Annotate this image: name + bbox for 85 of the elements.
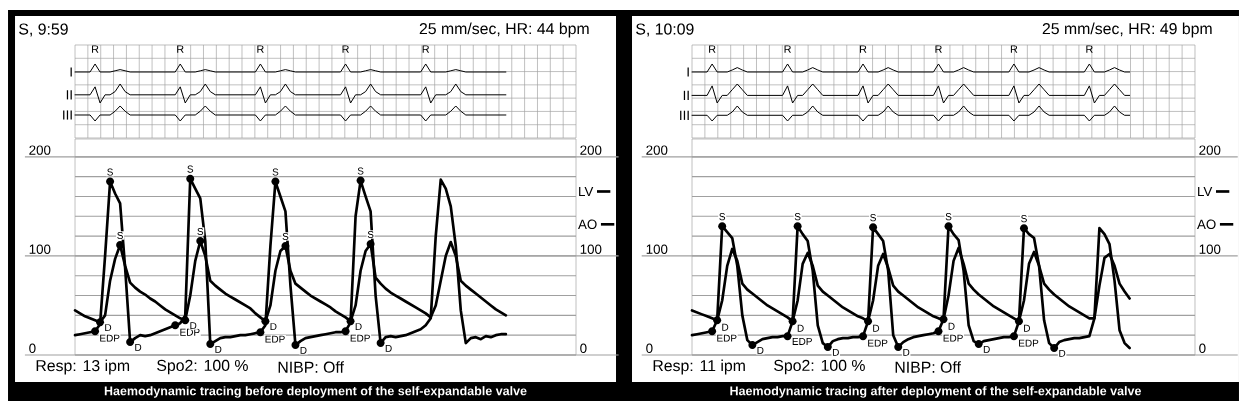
text: R xyxy=(1086,45,1093,53)
y2-tick-label: 100 xyxy=(580,244,602,254)
text: R xyxy=(257,45,264,53)
text: NIBP: Off xyxy=(278,361,344,373)
y-tick-label: 0 xyxy=(29,343,36,353)
text: Haemodynamic tracing before deployment of the self-expandable valve xyxy=(104,386,527,398)
data-label: D xyxy=(797,324,804,332)
text: Spo2: 100 % xyxy=(774,359,865,375)
data-label: D xyxy=(873,324,880,332)
data-label: S xyxy=(945,213,952,221)
y2-tick-label: 0 xyxy=(1199,343,1206,353)
data-label: D xyxy=(832,348,839,356)
data-label: D xyxy=(105,324,112,332)
text: Haemodynamic tracing after deployment of the self-expandable valve xyxy=(730,386,1142,398)
data-label: D xyxy=(270,323,277,331)
data-label: D xyxy=(903,348,910,356)
data-label: S xyxy=(117,231,123,240)
data-label: S xyxy=(187,165,194,173)
data-label: S xyxy=(794,213,801,221)
text: R xyxy=(92,45,99,53)
data-label: D xyxy=(983,345,990,353)
text: R xyxy=(422,45,430,53)
text: R xyxy=(177,45,184,53)
data-label: S xyxy=(719,213,726,221)
data-label: EDP xyxy=(265,335,285,343)
data-label: EDP xyxy=(717,334,737,342)
data-label: S xyxy=(107,168,113,176)
series-label: II xyxy=(66,90,72,100)
text: R xyxy=(709,45,716,53)
data-label: S xyxy=(282,232,289,241)
chart-subtitle: 25 mm/sec, HR: 44 bpm xyxy=(419,22,589,38)
data-label: EDP xyxy=(943,334,963,342)
data-label: EDP xyxy=(180,328,200,336)
data-label: EDP xyxy=(868,339,888,347)
text: Spo2: 100 % xyxy=(157,359,248,375)
text: R xyxy=(342,45,349,53)
text: R xyxy=(860,45,867,53)
y2-tick-label: 200 xyxy=(1199,145,1221,155)
legend-label: LV xyxy=(579,186,594,197)
y-tick-label: 100 xyxy=(29,244,51,254)
data-label: D xyxy=(135,343,142,351)
data-label: S xyxy=(357,167,364,175)
text: Resp: 13 ipm xyxy=(36,359,130,375)
chart-title: S, 9:59 xyxy=(19,23,68,37)
data-label: EDP xyxy=(350,334,370,342)
legend-label: AO xyxy=(1197,219,1216,230)
y-tick-label: 200 xyxy=(29,145,51,155)
series-label: I xyxy=(687,67,689,77)
data-label: D xyxy=(385,344,392,352)
text: R xyxy=(1010,45,1018,53)
data-label: D xyxy=(215,345,222,353)
y-tick-label: 200 xyxy=(646,145,668,155)
data-label: D xyxy=(1024,324,1031,332)
legend-label: AO xyxy=(578,219,597,230)
data-label: S xyxy=(1021,215,1027,223)
data-label: EDP xyxy=(100,334,120,342)
data-label: S xyxy=(197,227,204,236)
text: R xyxy=(784,45,791,53)
data-label: D xyxy=(722,323,729,331)
series-label: II xyxy=(683,90,689,100)
data-label: D xyxy=(948,322,955,330)
text: NIBP: Off xyxy=(895,361,961,373)
y-tick-label: 0 xyxy=(646,343,653,353)
y2-tick-label: 0 xyxy=(580,343,587,353)
series-label: I xyxy=(70,67,72,77)
y2-tick-label: 200 xyxy=(580,145,602,155)
series-label: III xyxy=(680,110,689,120)
chart-title: S, 10:09 xyxy=(636,23,694,37)
series-label: III xyxy=(63,110,72,120)
y-tick-label: 100 xyxy=(646,244,668,254)
data-label: D xyxy=(1059,349,1066,357)
text: R xyxy=(935,45,942,53)
data-label: D xyxy=(190,322,197,330)
chart-subtitle: 25 mm/sec, HR: 49 bpm xyxy=(1042,22,1212,38)
data-label: EDP xyxy=(1019,339,1039,347)
text: Resp: 11 ipm xyxy=(653,359,745,375)
data-label: S xyxy=(272,168,279,176)
data-label: S xyxy=(870,214,876,222)
data-label: D xyxy=(757,346,764,354)
data-label: D xyxy=(355,323,362,331)
legend-label: LV xyxy=(1198,186,1213,197)
data-label: EDP xyxy=(792,338,812,345)
y2-tick-label: 100 xyxy=(1199,244,1221,254)
data-label: S xyxy=(367,230,374,239)
data-label: D xyxy=(300,346,307,354)
